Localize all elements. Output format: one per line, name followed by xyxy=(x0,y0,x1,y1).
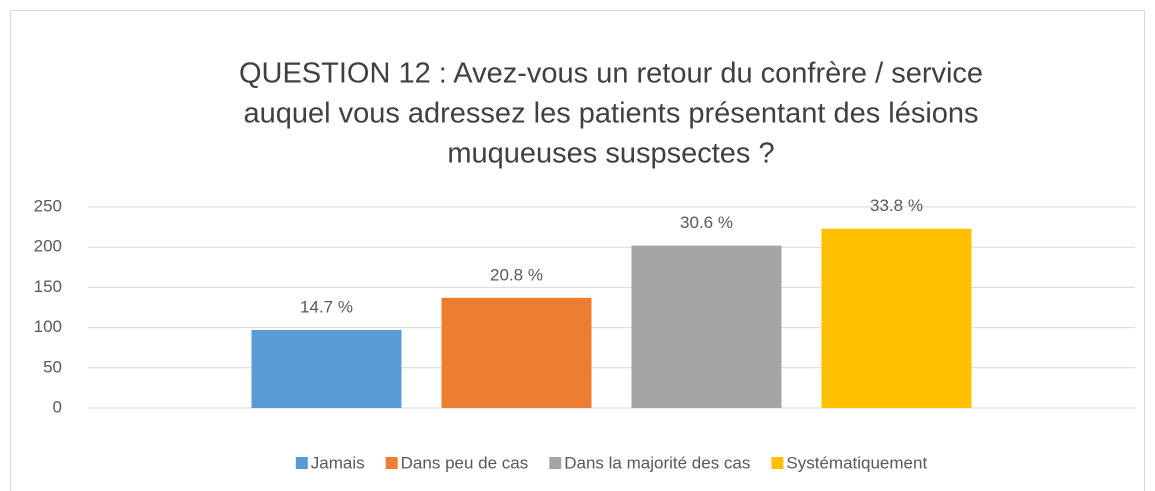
bar xyxy=(821,228,972,408)
legend-swatch xyxy=(771,457,784,469)
legend-swatch xyxy=(385,457,398,469)
legend-swatch xyxy=(549,457,562,469)
bar xyxy=(251,330,402,408)
chart-title: auquel vous adressez les patients présen… xyxy=(243,98,978,130)
bar xyxy=(441,297,592,408)
y-tick-label: 0 xyxy=(53,397,62,416)
y-tick-label: 50 xyxy=(43,357,62,376)
legend-label: Systématiquement xyxy=(786,453,927,472)
data-label: 33.8 % xyxy=(870,196,923,215)
legend-label: Dans la majorité des cas xyxy=(564,453,750,472)
chart-title: muqueuses suspsectes ? xyxy=(447,138,774,170)
y-tick-label: 200 xyxy=(34,237,62,256)
legend-swatch xyxy=(295,457,308,469)
data-label: 14.7 % xyxy=(300,297,353,316)
y-tick-label: 250 xyxy=(34,196,62,215)
legend-label: Jamais xyxy=(311,453,365,472)
chart-title: QUESTION 12 : Avez-vous un retour du con… xyxy=(239,58,983,90)
legend-label: Dans peu de cas xyxy=(401,453,529,472)
data-label: 20.8 % xyxy=(490,265,543,284)
y-tick-label: 150 xyxy=(34,277,62,296)
data-label: 30.6 % xyxy=(680,213,733,232)
bar xyxy=(631,245,782,408)
y-tick-label: 100 xyxy=(34,317,62,336)
